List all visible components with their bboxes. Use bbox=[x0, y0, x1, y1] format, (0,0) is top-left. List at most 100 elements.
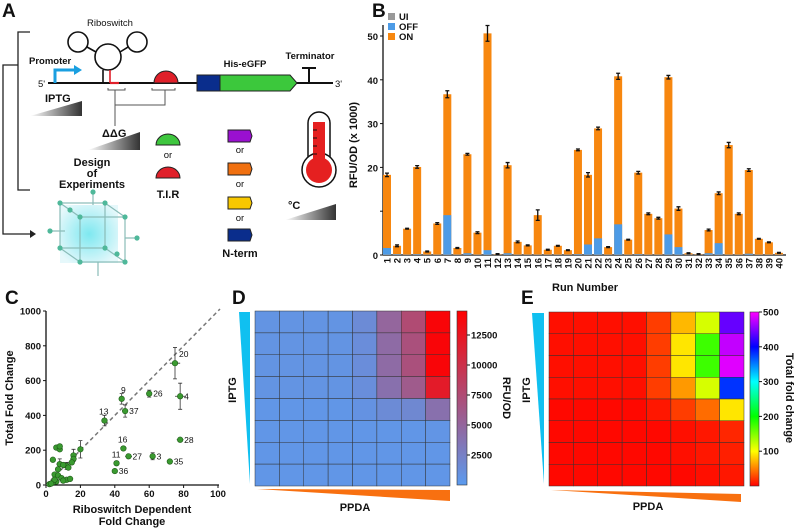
scatter-point bbox=[118, 395, 125, 402]
heatmap-cell bbox=[376, 398, 402, 421]
panel-e-heatmap: E IPTG PPDA Total fold change 100 200 300 4… bbox=[521, 288, 794, 513]
heatmap-cell bbox=[254, 376, 280, 399]
bar-off bbox=[674, 247, 683, 255]
heatmap-cell bbox=[670, 311, 696, 334]
heatmap-cell bbox=[597, 442, 623, 465]
heatmap-cell bbox=[279, 398, 304, 421]
bar-on bbox=[483, 33, 492, 255]
heatmap-cell bbox=[303, 420, 329, 443]
ppda-gradient-triangle bbox=[551, 490, 741, 502]
y-axis-label: IPTG bbox=[227, 377, 239, 403]
bar-on bbox=[403, 228, 412, 255]
heatmap-cell bbox=[327, 354, 353, 377]
heatmap-cell bbox=[719, 464, 745, 487]
scatter-point bbox=[120, 445, 127, 452]
x-axis-label: Run Number bbox=[552, 282, 619, 294]
bar-on bbox=[664, 77, 673, 255]
heatmap-cell bbox=[573, 377, 598, 400]
bar-on bbox=[604, 247, 613, 255]
heatmap-cell bbox=[303, 332, 329, 355]
heatmap-cell bbox=[548, 377, 574, 400]
x-tick-label: 32 bbox=[694, 258, 705, 269]
scatter-point bbox=[125, 453, 132, 460]
heatmap-cell bbox=[425, 420, 451, 443]
error-bar bbox=[736, 212, 741, 216]
scatter-point bbox=[177, 436, 184, 443]
y-axis-label: Total Fold Change bbox=[4, 350, 16, 445]
x-tick-label: 6 bbox=[433, 258, 444, 263]
heatmap-cell bbox=[327, 420, 353, 443]
tag-navy-icon bbox=[227, 228, 253, 242]
error-bar bbox=[545, 248, 550, 251]
heatmap-cell bbox=[425, 398, 451, 421]
heatmap-cell bbox=[646, 355, 672, 378]
bar-on bbox=[634, 172, 643, 255]
error-bar bbox=[565, 249, 570, 252]
x-tick-label: 11 bbox=[483, 257, 494, 268]
heatmap-cell bbox=[327, 332, 353, 355]
point-label: 20 bbox=[179, 349, 189, 359]
heatmap-cell bbox=[621, 333, 647, 356]
colorbar-tick-label: 400 bbox=[763, 342, 779, 353]
y-tick-label: 30 bbox=[367, 120, 378, 131]
point-label: 3 bbox=[157, 451, 162, 461]
bar-on bbox=[543, 249, 552, 255]
colorbar-tick-label: 500 bbox=[763, 308, 779, 319]
x-tick-label: 9 bbox=[463, 258, 474, 263]
heatmap-cell bbox=[646, 464, 672, 487]
bar-off bbox=[664, 234, 673, 255]
x-tick-label: 16 bbox=[533, 258, 544, 269]
x-tick-label: 2 bbox=[393, 258, 404, 263]
panel-c-scatter-chart: C Total Fold Change Riboswitch Dependent… bbox=[4, 288, 226, 528]
heatmap-cell bbox=[279, 463, 304, 487]
bar-off bbox=[614, 224, 623, 255]
x-tick-label: 40 bbox=[774, 258, 785, 269]
error-bar bbox=[706, 228, 711, 232]
heatmap-cell bbox=[425, 310, 451, 334]
experiment-bracket bbox=[17, 31, 30, 191]
nterm-tag-box bbox=[196, 74, 221, 92]
error-bar bbox=[586, 172, 590, 178]
heatmap-cell bbox=[719, 377, 745, 400]
nterm-tags: or or or N-term bbox=[222, 129, 258, 260]
legend-swatch bbox=[388, 33, 395, 40]
heatmap-cell bbox=[573, 398, 598, 421]
panel-label-c: C bbox=[5, 288, 19, 309]
terminator-icon bbox=[302, 67, 316, 83]
colorbar-tick-label: 100 bbox=[763, 447, 779, 458]
scatter-point bbox=[122, 407, 129, 415]
scatter-point bbox=[65, 464, 72, 471]
bar-on bbox=[463, 154, 472, 255]
x-tick-label: 19 bbox=[563, 258, 574, 269]
heatmap-cell bbox=[254, 310, 280, 334]
scatter-point bbox=[51, 476, 58, 483]
x-tick-label: 3 bbox=[403, 258, 414, 263]
heatmap-cell bbox=[425, 463, 451, 487]
heatmap-cell bbox=[573, 311, 598, 334]
point-label: 11 bbox=[112, 449, 121, 459]
heatmap-cell bbox=[573, 442, 598, 465]
heatmap-cell bbox=[254, 398, 280, 421]
heatmap-cell bbox=[303, 354, 329, 377]
bar-on bbox=[413, 166, 422, 255]
bar-on bbox=[533, 215, 542, 255]
or-label: or bbox=[164, 150, 172, 161]
thermometer-icon bbox=[301, 111, 337, 188]
heatmap-cell bbox=[376, 332, 402, 355]
point-label: 36 bbox=[119, 466, 129, 476]
bar-on bbox=[443, 94, 452, 255]
point-label: 13 bbox=[99, 407, 109, 417]
heatmap-cell bbox=[303, 463, 329, 487]
legend-swatch bbox=[388, 13, 395, 20]
y-axis-label: RFU/OD (x 1000) bbox=[348, 102, 360, 189]
bar-on bbox=[724, 145, 733, 255]
x-tick-label: 100 bbox=[210, 489, 226, 500]
or-label: or bbox=[236, 179, 244, 190]
y-tick-label: 1000 bbox=[20, 307, 41, 318]
panel-label-b: B bbox=[372, 1, 386, 22]
heatmap-cell bbox=[401, 442, 426, 465]
x-tick-label: 14 bbox=[513, 257, 524, 268]
heatmap-cell bbox=[670, 464, 696, 487]
error-bar bbox=[475, 231, 480, 235]
